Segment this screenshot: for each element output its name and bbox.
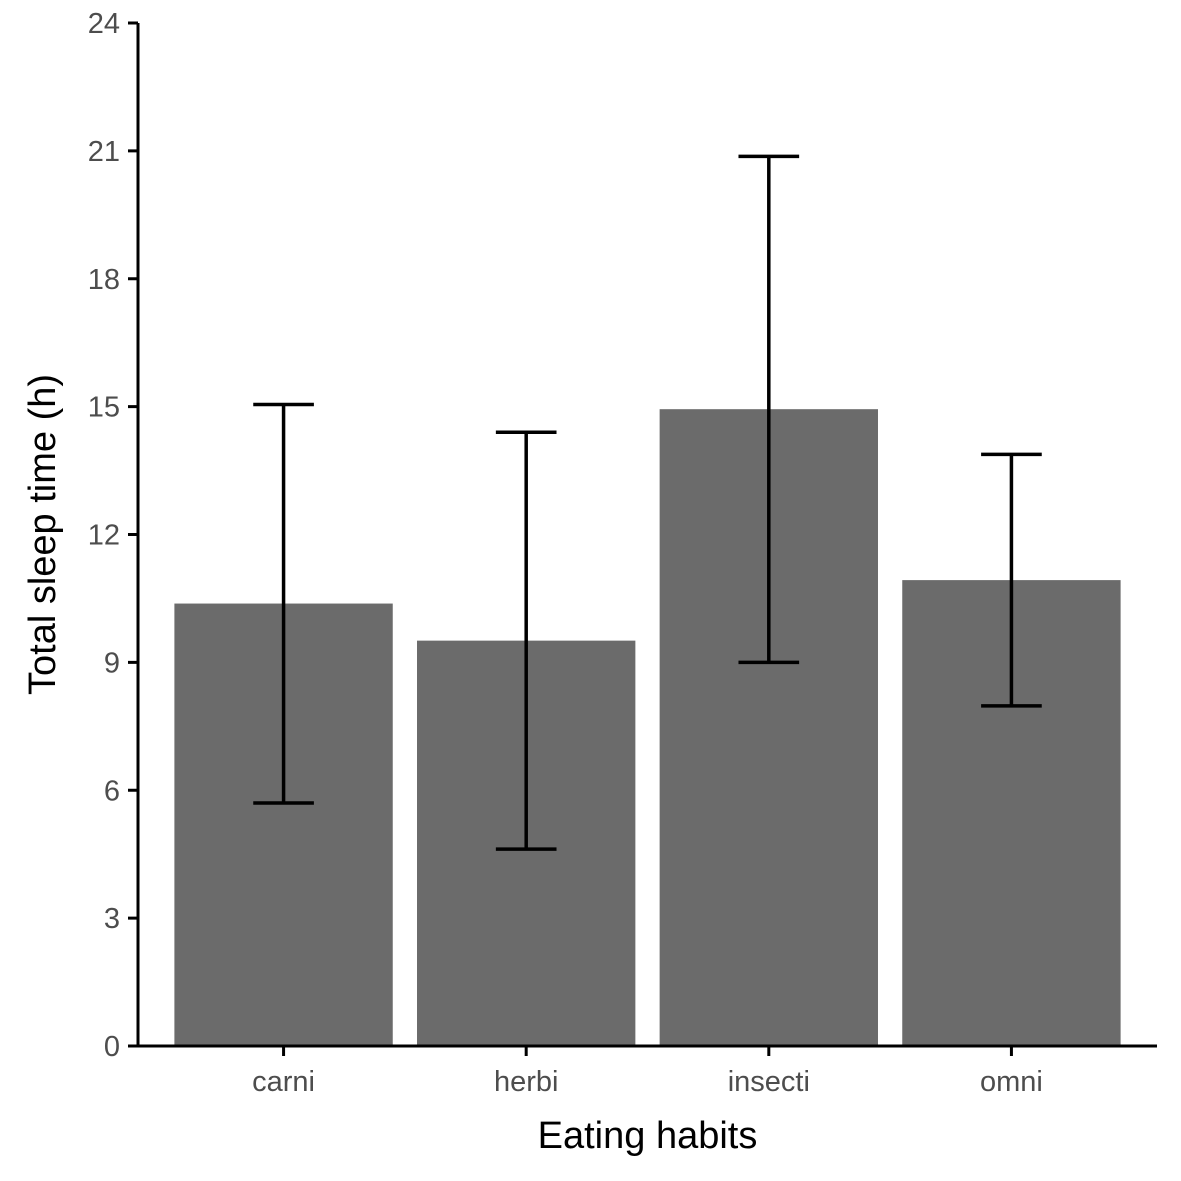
- y-tick-label: 0: [104, 1031, 120, 1063]
- error-bar-insecti: [738, 154, 800, 665]
- y-tick-label: 9: [104, 647, 120, 679]
- error-bars-group: [253, 154, 1042, 851]
- y-axis-title: Total sleep time (h): [22, 374, 64, 695]
- y-tick-label: 12: [88, 520, 120, 552]
- x-tick-label-insecti: insecti: [728, 1066, 810, 1098]
- error-bar-omni: [981, 452, 1042, 708]
- x-tick-label-carni: carni: [252, 1066, 315, 1098]
- x-tick-label-omni: omni: [980, 1066, 1043, 1098]
- y-tick-label: 21: [88, 136, 120, 168]
- y-tick-label: 3: [104, 903, 120, 935]
- x-axis-title: Eating habits: [538, 1115, 758, 1157]
- y-tick-label: 18: [88, 264, 120, 296]
- x-ticks-group: carni herbi insecti omni: [252, 1046, 1043, 1098]
- bars-group: [174, 409, 1121, 1046]
- y-tick-label: 24: [88, 8, 120, 40]
- y-tick-label: 6: [104, 775, 120, 807]
- x-tick-label-herbi: herbi: [494, 1066, 559, 1098]
- error-bar-herbi: [495, 430, 557, 851]
- y-tick-label: 15: [88, 392, 120, 424]
- y-ticks-group: 0 3 6 9 12 15 18 21 24: [88, 8, 138, 1063]
- error-bar-carni: [253, 402, 314, 805]
